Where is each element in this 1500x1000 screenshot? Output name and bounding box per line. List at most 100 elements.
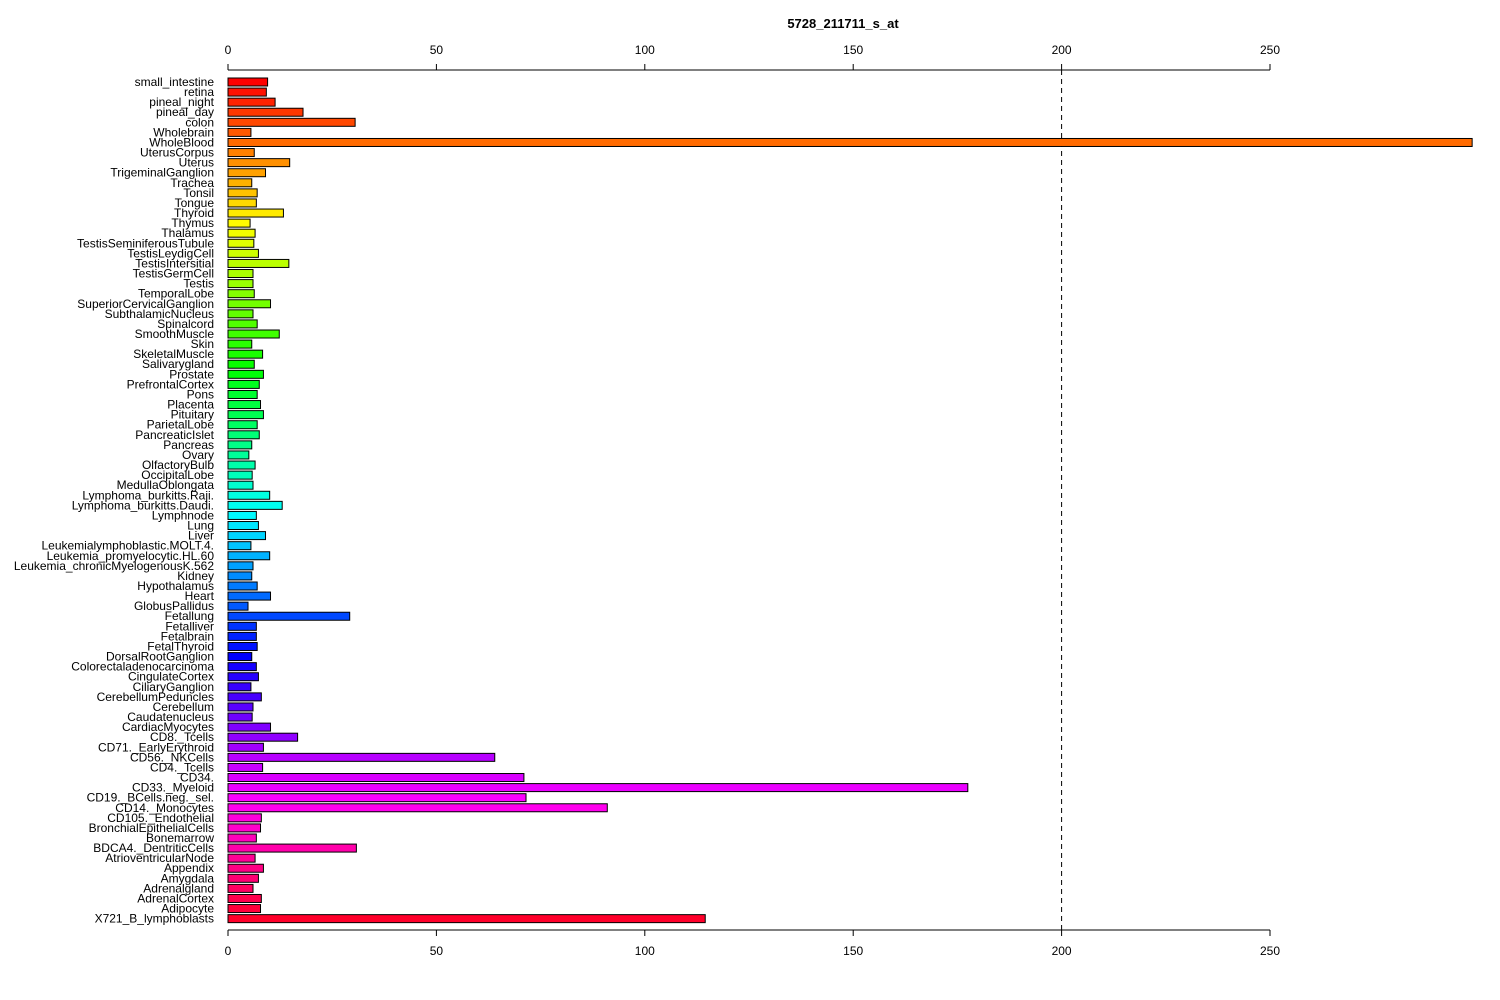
bar [227,732,299,742]
category-label: Pancreas [163,438,214,452]
bar [227,873,259,883]
bar [227,410,264,420]
bar [227,470,253,480]
bottom-tick-label: 250 [1260,944,1280,958]
bar [227,440,253,450]
bar [227,561,254,571]
bar [227,77,269,87]
category-label: TestisLeydigCell [127,246,214,260]
category-label: WholeBlood [149,135,214,149]
category-label: SmoothMuscle [135,327,215,341]
bar [227,652,253,662]
bottom-tick-label: 100 [635,944,655,958]
category-label: colon [185,115,214,129]
bar [227,269,254,279]
bar [227,883,254,893]
category-label: Hypothalamus [137,579,214,593]
bar [227,178,253,188]
bar [227,641,258,651]
bar [227,430,260,440]
bar [227,369,264,379]
bar [227,541,252,551]
bottom-tick-label: 200 [1052,944,1072,958]
category-label: Adipocyte [161,902,214,916]
category-label: DorsalRootGanglion [106,650,214,664]
category-label: TestisIntersitial [135,256,214,270]
bar [227,158,291,168]
category-label: Cerebellum [153,700,214,714]
bar [227,107,304,117]
bar [227,218,251,228]
bottom-tick-label: 0 [225,944,232,958]
category-label: Ovary [182,448,214,462]
category-label: CD34. [180,771,214,785]
bar [227,289,255,299]
category-label: CD105._Endothelial [107,811,214,825]
bar [227,349,264,359]
category-label: CiliaryGanglion [133,680,214,694]
bar [227,843,357,853]
bar [227,329,280,339]
bar [227,188,258,198]
bar [227,510,257,520]
bar [227,793,527,803]
bar [227,420,258,430]
bar [227,773,525,783]
category-label: ParietalLobe [147,418,215,432]
category-label: Lymphnode [152,508,215,522]
bar [227,127,252,137]
bar [227,480,254,490]
category-label: Pons [187,387,214,401]
bar [227,460,256,470]
category-label: small_intestine [135,75,215,89]
bar [227,863,264,873]
top-tick-label: 150 [843,43,863,57]
category-label: Fetalbrain [161,629,214,643]
category-label: CD56._NKCells [130,750,214,764]
category-label: CerebellumPeduncles [97,690,214,704]
bar [227,914,706,924]
bar [227,531,267,541]
bar [227,762,264,772]
bar [227,238,255,248]
category-label: Tonsil [183,186,214,200]
bar [227,813,262,823]
category-label: Appendix [164,861,214,875]
category-label: Colorectaladenocarcinoma [71,660,214,674]
bar [227,309,254,319]
category-label: Kidney [177,569,214,583]
bar [227,521,259,531]
category-label: Spinalcord [157,317,214,331]
category-label: TrigeminalGanglion [110,166,214,180]
bar [227,319,258,329]
bar [227,853,256,863]
bar [227,400,262,410]
bar [227,389,258,399]
bar [227,823,262,833]
bar [227,208,284,218]
category-label: SkeletalMuscle [133,347,214,361]
top-tick-label: 100 [635,43,655,57]
category-label: Caudatenucleus [127,710,214,724]
bar [227,379,260,389]
category-label: PrefrontalCortex [127,377,214,391]
category-label: Placenta [167,398,214,412]
bar [227,117,356,127]
category-label: SuperiorCervicalGanglion [77,297,214,311]
bar [227,682,252,692]
category-label: PancreaticIslet [135,428,214,442]
bar [227,148,255,158]
category-label: pineal_night [149,95,214,109]
bottom-tick-label: 50 [430,944,444,958]
bar [227,904,262,914]
bottom-tick-label: 150 [843,944,863,958]
category-label: CingulateCortex [128,670,214,684]
bar [227,702,254,712]
category-label: Thalamus [161,226,214,240]
bar [227,551,271,561]
category-label: Pituitary [171,408,214,422]
bar [227,672,259,682]
category-label: TemporalLobe [138,287,214,301]
category-label: CD71._EarlyErythroid [98,740,214,754]
